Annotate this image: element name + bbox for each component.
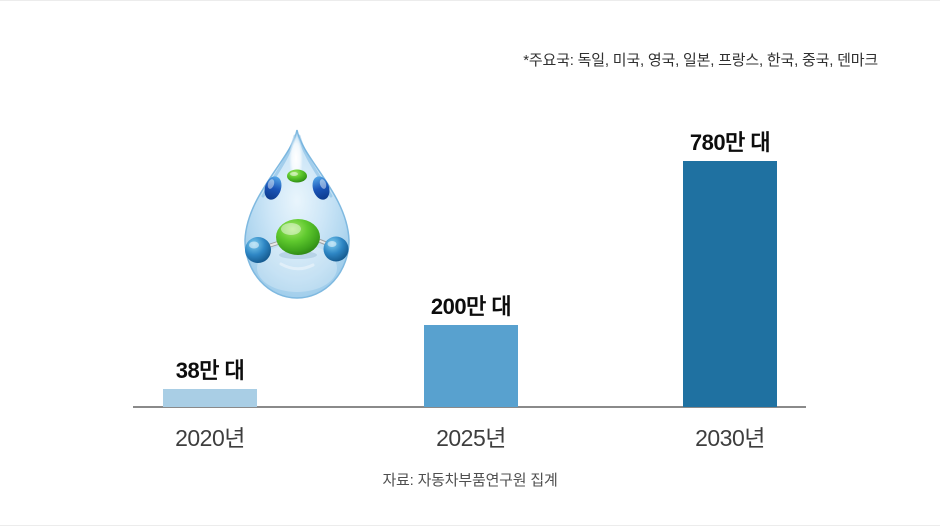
bar bbox=[683, 161, 777, 407]
x-axis-line bbox=[133, 406, 806, 408]
bar-value-label: 200만 대 bbox=[430, 294, 512, 319]
water-droplet-molecule-icon bbox=[244, 129, 350, 299]
bar-category-label: 2025년 bbox=[436, 425, 506, 451]
bar bbox=[163, 389, 257, 407]
bar-category-label: 2030년 bbox=[695, 425, 765, 451]
bar bbox=[424, 325, 518, 407]
source-caption: 자료: 자동차부품연구원 집계 bbox=[382, 472, 558, 489]
bar-category-label: 2020년 bbox=[175, 425, 245, 451]
bar-value-label: 38만 대 bbox=[175, 358, 245, 383]
footnote-major-countries: *주요국: 독일, 미국, 영국, 일본, 프랑스, 한국, 중국, 덴마크 bbox=[523, 52, 878, 69]
bar-value-label: 780만 대 bbox=[689, 130, 771, 155]
